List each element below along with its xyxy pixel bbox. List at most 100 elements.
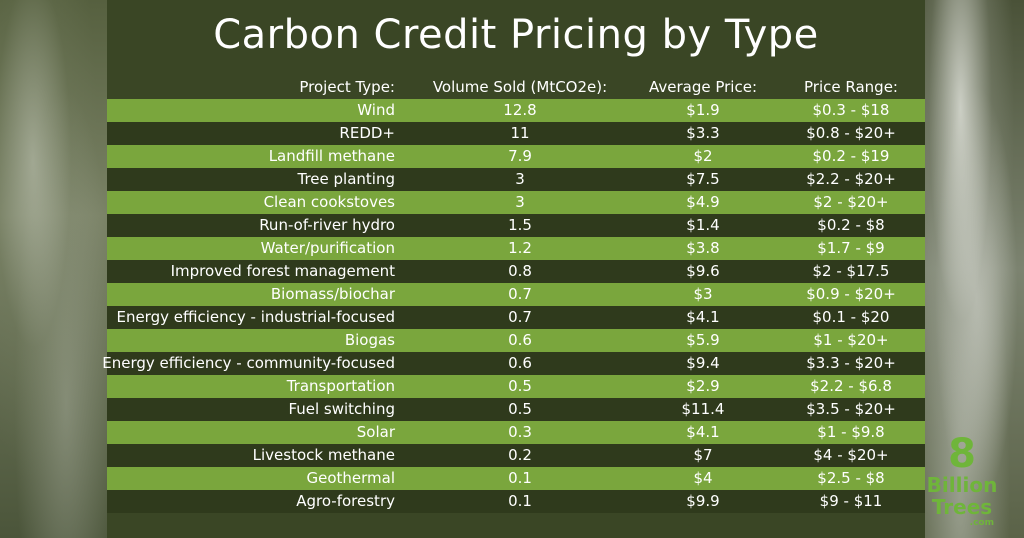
price-range-cell: $2 - $17.5: [812, 262, 890, 280]
average-price-cell: $4.1: [686, 423, 720, 441]
pricing-table: Project Type: Volume Sold (MtCO2e): Aver…: [102, 76, 925, 513]
volume-sold-cell: 0.1: [508, 469, 532, 487]
volume-sold-cell: 0.1: [508, 492, 532, 510]
table-row: Biogas 0.6 $5.9 $1 - $20+: [107, 329, 925, 352]
price-range-cell: $0.1 - $20: [812, 308, 890, 326]
table-header-row: Project Type: Volume Sold (MtCO2e): Aver…: [107, 76, 925, 99]
volume-sold-cell: 3: [515, 193, 525, 211]
table-row: Improved forest management 0.8 $9.6 $2 - $1…: [107, 260, 925, 283]
average-price-cell: $3: [693, 285, 713, 303]
volume-sold-cell: 0.7: [508, 308, 532, 326]
background-clouds-left: [0, 0, 110, 538]
project-type-cell: Water/purification: [260, 239, 395, 257]
volume-sold-cell: 0.8: [508, 262, 532, 280]
price-range-cell: $2 - $20+: [813, 193, 889, 211]
average-price-cell: $4.9: [686, 193, 720, 211]
average-price-cell: $3.8: [686, 239, 720, 257]
table-row: Transportation 0.5 $2.9 $2.2 - $6.8: [107, 375, 925, 398]
price-range-cell: $2.2 - $6.8: [810, 377, 892, 395]
table-row: Geothermal 0.1 $4 $2.5 - $8: [107, 467, 925, 490]
logo-number: 8: [948, 431, 976, 477]
logo-word-billion: Billion: [926, 473, 998, 497]
average-price-cell: $11.4: [681, 400, 725, 418]
table-row: Tree planting 3 $7.5 $2.2 - $20+: [107, 168, 925, 191]
logo-domain: .com: [969, 518, 994, 528]
table-row: Livestock methane 0.2 $7 $4 - $20+: [107, 444, 925, 467]
average-price-cell: $2.9: [686, 377, 720, 395]
price-range-cell: $1 - $20+: [813, 331, 889, 349]
volume-sold-cell: 12.8: [503, 101, 537, 119]
volume-sold-cell: 0.6: [508, 331, 532, 349]
project-type-cell: Biogas: [344, 331, 395, 349]
price-range-cell: $9 - $11: [819, 492, 883, 510]
volume-sold-cell: 0.3: [508, 423, 532, 441]
volume-sold-cell: 3: [515, 170, 525, 188]
table-row: Run-of-river hydro 1.5 $1.4 $0.2 - $8: [107, 214, 925, 237]
table-row: Agro-forestry 0.1 $9.9 $9 - $11: [107, 490, 925, 513]
price-range-cell: $0.9 - $20+: [806, 285, 896, 303]
project-type-cell: Energy efficiency - community-focused: [102, 354, 395, 372]
price-range-cell: $0.3 - $18: [812, 101, 890, 119]
header-average-price: Average Price:: [648, 78, 757, 96]
table-row: Clean cookstoves 3 $4.9 $2 - $20+: [107, 191, 925, 214]
volume-sold-cell: 0.5: [508, 377, 532, 395]
price-range-cell: $3.3 - $20+: [806, 354, 896, 372]
price-range-cell: $0.2 - $19: [812, 147, 890, 165]
table-body: Wind 12.8 $1.9 $0.3 - $18 REDD+ 11 $3.3 $0.8 - …: [102, 99, 925, 513]
price-range-cell: $3.5 - $20+: [806, 400, 896, 418]
volume-sold-cell: 0.7: [508, 285, 532, 303]
project-type-cell: Biomass/biochar: [270, 285, 395, 303]
project-type-cell: Geothermal: [306, 469, 395, 487]
project-type-cell: Wind: [357, 101, 395, 119]
8-billion-trees-logo: 8 Billion Trees .com: [922, 434, 1002, 528]
volume-sold-cell: 1.5: [508, 216, 532, 234]
average-price-cell: $3.3: [686, 124, 720, 142]
background-clouds-right: [918, 0, 1024, 538]
average-price-cell: $1.9: [686, 101, 720, 119]
price-range-cell: $4 - $20+: [813, 446, 889, 464]
project-type-cell: Agro-forestry: [296, 492, 395, 510]
chart-title: Carbon Credit Pricing by Type: [213, 12, 819, 58]
average-price-cell: $7: [693, 446, 713, 464]
average-price-cell: $5.9: [686, 331, 720, 349]
average-price-cell: $9.6: [686, 262, 720, 280]
project-type-cell: REDD+: [339, 124, 395, 142]
project-type-cell: Livestock methane: [252, 446, 395, 464]
average-price-cell: $9.4: [686, 354, 720, 372]
average-price-cell: $7.5: [686, 170, 720, 188]
header-price-range: Price Range:: [804, 78, 898, 96]
price-range-cell: $2.5 - $8: [817, 469, 885, 487]
price-range-cell: $1.7 - $9: [817, 239, 885, 257]
header-project-type: Project Type:: [299, 78, 395, 96]
project-type-cell: Solar: [356, 423, 395, 441]
table-row: Landfill methane 7.9 $2 $0.2 - $19: [107, 145, 925, 168]
table-row: Fuel switching 0.5 $11.4 $3.5 - $20+: [107, 398, 925, 421]
logo-word-trees: Trees: [931, 495, 993, 519]
average-price-cell: $2: [693, 147, 713, 165]
table-row: Energy efficiency - industrial-focused 0.…: [107, 306, 925, 329]
price-range-cell: $2.2 - $20+: [806, 170, 896, 188]
table-row: REDD+ 11 $3.3 $0.8 - $20+: [107, 122, 925, 145]
volume-sold-cell: 7.9: [508, 147, 532, 165]
project-type-cell: Tree planting: [297, 170, 396, 188]
price-range-cell: $0.2 - $8: [817, 216, 885, 234]
project-type-cell: Improved forest management: [170, 262, 395, 280]
table-row: Energy efficiency - community-focused 0.6…: [102, 352, 925, 375]
header-volume-sold: Volume Sold (MtCO2e):: [432, 78, 608, 96]
project-type-cell: Landfill methane: [268, 147, 395, 165]
volume-sold-cell: 0.2: [508, 446, 532, 464]
project-type-cell: Energy efficiency - industrial-focused: [116, 308, 395, 326]
price-range-cell: $1 - $9.8: [817, 423, 885, 441]
project-type-cell: Transportation: [286, 377, 395, 395]
table-row: Wind 12.8 $1.9 $0.3 - $18: [107, 99, 925, 122]
project-type-cell: Run-of-river hydro: [259, 216, 395, 234]
average-price-cell: $4: [693, 469, 713, 487]
volume-sold-cell: 11: [510, 124, 530, 142]
average-price-cell: $1.4: [686, 216, 720, 234]
price-range-cell: $0.8 - $20+: [806, 124, 896, 142]
average-price-cell: $9.9: [686, 492, 720, 510]
average-price-cell: $4.1: [686, 308, 720, 326]
table-row: Water/purification 1.2 $3.8 $1.7 - $9: [107, 237, 925, 260]
project-type-cell: Fuel switching: [288, 400, 395, 418]
table-row: Biomass/biochar 0.7 $3 $0.9 - $20+: [107, 283, 925, 306]
